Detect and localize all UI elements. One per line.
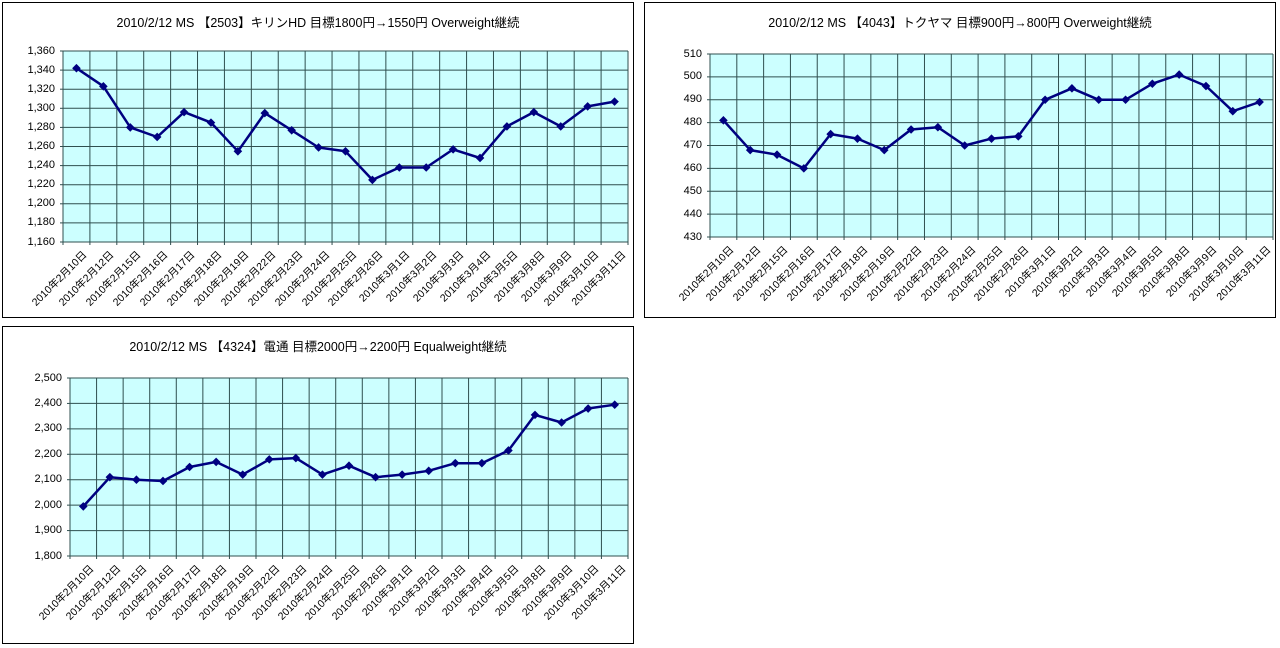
data-point-marker bbox=[341, 146, 350, 156]
y-axis-tick-label: 1,160 bbox=[27, 235, 55, 248]
data-point-marker bbox=[1255, 97, 1264, 107]
y-axis-tick-label: 1,180 bbox=[27, 216, 55, 229]
data-point-marker bbox=[799, 164, 809, 173]
y-axis-tick-label: 2,300 bbox=[34, 422, 62, 435]
chart-panel-dentsu-4324: 2010/2/12 MS 【4324】電通 目標2000円→2200円 Equa… bbox=[2, 326, 634, 644]
data-point-marker bbox=[206, 118, 216, 127]
y-axis-tick-label: 500 bbox=[683, 70, 702, 83]
data-point-marker bbox=[1121, 95, 1130, 105]
data-point-marker bbox=[826, 129, 835, 139]
y-axis-tick-label: 450 bbox=[683, 184, 702, 197]
data-point-marker bbox=[719, 116, 728, 125]
y-axis-tick-label: 1,220 bbox=[27, 178, 55, 191]
gridlines bbox=[67, 377, 629, 559]
data-point-marker bbox=[233, 146, 243, 156]
data-point-marker bbox=[906, 125, 916, 134]
plot-area bbox=[707, 53, 1274, 240]
y-axis-tick-label: 2,500 bbox=[34, 371, 62, 384]
data-point-marker bbox=[158, 476, 168, 486]
y-axis-tick-label: 2,400 bbox=[34, 396, 62, 409]
y-axis-tick-label: 510 bbox=[683, 47, 702, 60]
y-axis-tick-label: 2,100 bbox=[34, 473, 62, 486]
data-point-marker bbox=[1014, 132, 1023, 141]
y-axis-tick-label: 1,360 bbox=[27, 44, 55, 57]
y-axis-tick-label: 2,000 bbox=[34, 498, 62, 511]
data-point-marker bbox=[99, 82, 108, 91]
data-point-marker bbox=[583, 404, 593, 413]
y-axis-tick-label: 1,200 bbox=[27, 197, 55, 210]
data-point-marker bbox=[287, 125, 296, 135]
data-point-marker bbox=[583, 102, 592, 111]
y-axis-tick-label: 2,200 bbox=[34, 447, 62, 460]
y-axis-tick-label: 1,320 bbox=[27, 82, 55, 95]
data-point-marker bbox=[1094, 95, 1104, 105]
chart-panel-tokuyama-4043: 2010/2/12 MS 【4043】トクヤマ 目標900円→800円 Over… bbox=[644, 2, 1276, 318]
chart-title: 2010/2/12 MS 【4043】トクヤマ 目標900円→800円 Over… bbox=[768, 16, 1152, 30]
data-point-marker bbox=[504, 446, 513, 455]
chart-title: 2010/2/12 MS 【4324】電通 目標2000円→2200円 Equa… bbox=[129, 340, 507, 354]
data-point-marker bbox=[1228, 106, 1238, 116]
y-axis-tick-label: 1,260 bbox=[27, 140, 55, 152]
y-axis-tick-label: 490 bbox=[683, 93, 702, 106]
data-point-marker bbox=[745, 145, 755, 155]
data-point-marker bbox=[397, 470, 407, 479]
y-axis-tick-label: 1,340 bbox=[27, 63, 55, 76]
data-point-marker bbox=[1067, 84, 1077, 93]
data-point-marker bbox=[933, 122, 943, 132]
data-point-marker bbox=[853, 134, 862, 143]
data-point-marker bbox=[1148, 79, 1157, 89]
y-axis-tick-label: 440 bbox=[683, 207, 702, 220]
data-point-marker bbox=[960, 141, 969, 150]
gridlines bbox=[707, 53, 1274, 240]
y-axis-tick-label: 1,240 bbox=[27, 159, 55, 172]
data-point-marker bbox=[610, 97, 619, 106]
gridlines bbox=[60, 50, 629, 245]
data-point-marker bbox=[72, 63, 81, 73]
chart-panel-kirin-hd-2503: 2010/2/12 MS 【2503】キリンHD 目標1800円→1550円 O… bbox=[2, 2, 634, 318]
data-point-marker bbox=[1174, 70, 1184, 79]
plot-area bbox=[67, 377, 629, 559]
y-axis-tick-label: 480 bbox=[683, 116, 702, 129]
data-point-marker bbox=[556, 122, 566, 131]
y-axis-tick-label: 460 bbox=[683, 161, 702, 174]
y-axis-tick-label: 1,280 bbox=[27, 120, 55, 133]
data-point-marker bbox=[260, 108, 270, 118]
y-axis-tick-label: 1,900 bbox=[34, 524, 62, 537]
data-point-marker bbox=[879, 145, 889, 155]
y-axis-tick-label: 1,300 bbox=[27, 101, 55, 114]
data-point-marker bbox=[344, 461, 354, 471]
data-point-marker bbox=[557, 418, 566, 427]
y-axis-tick-label: 470 bbox=[683, 139, 702, 151]
data-point-marker bbox=[1040, 95, 1050, 105]
plot-area bbox=[60, 50, 629, 245]
y-axis-tick-label: 1,800 bbox=[34, 549, 62, 562]
y-axis-tick-label: 430 bbox=[683, 230, 702, 243]
data-point-marker bbox=[502, 122, 512, 131]
chart-title: 2010/2/12 MS 【2503】キリンHD 目標1800円→1550円 O… bbox=[116, 16, 520, 30]
data-point-marker bbox=[291, 453, 301, 463]
data-point-marker bbox=[610, 400, 620, 409]
data-point-marker bbox=[529, 107, 539, 117]
data-point-marker bbox=[1201, 81, 1211, 91]
